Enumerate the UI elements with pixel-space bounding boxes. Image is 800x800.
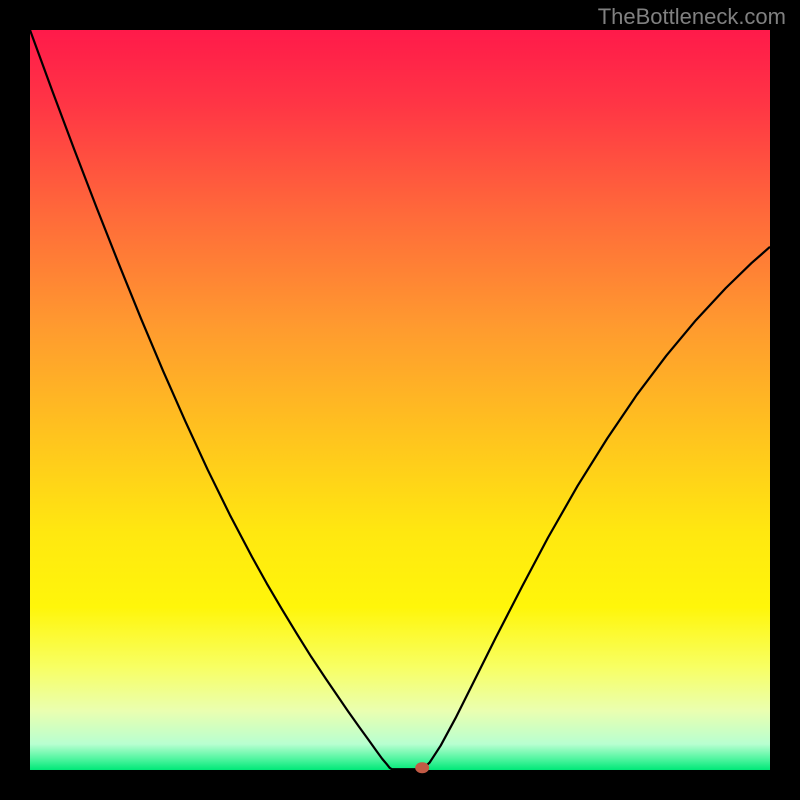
chart-svg [0,0,800,800]
watermark-text: TheBottleneck.com [598,4,786,30]
plot-background-gradient [30,30,770,770]
optimum-marker [415,762,429,773]
